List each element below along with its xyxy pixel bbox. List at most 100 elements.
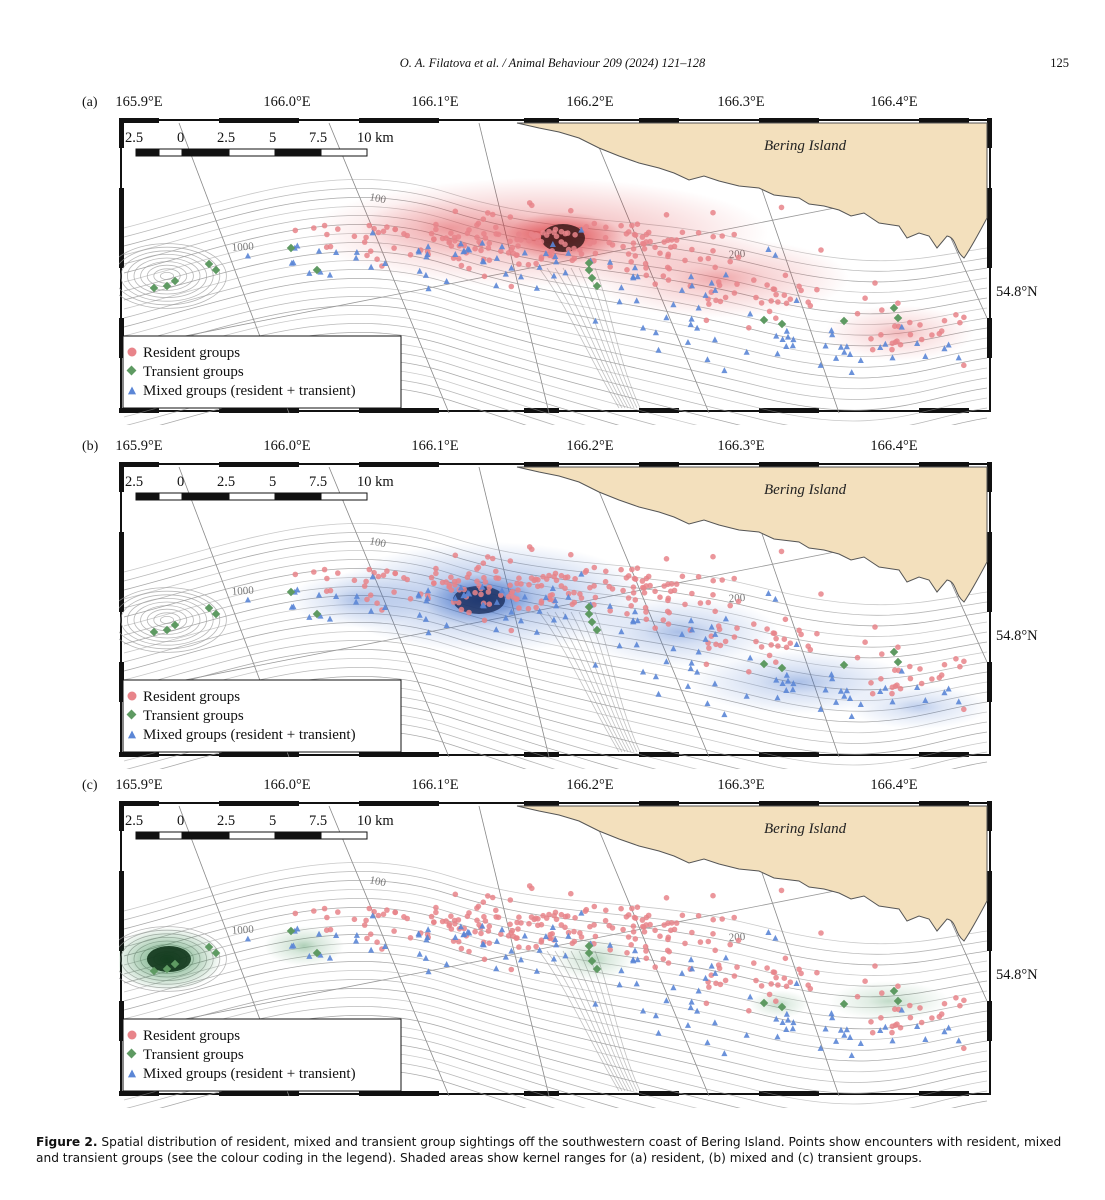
resident-sighting-point <box>380 572 387 579</box>
resident-sighting-point <box>703 317 710 324</box>
resident-sighting-point <box>493 907 499 914</box>
mixed-sighting-point <box>783 327 790 334</box>
resident-sighting-point <box>538 921 545 928</box>
mixed-sighting-point <box>634 273 641 280</box>
mixed-sighting-point <box>416 267 423 274</box>
resident-sighting-point <box>869 690 876 697</box>
resident-sighting-point <box>572 232 578 238</box>
resident-sighting-point <box>766 991 773 998</box>
scale-bar-label: 2.5 <box>125 474 143 490</box>
resident-sighting-point <box>466 265 472 272</box>
resident-sighting-point <box>448 587 455 593</box>
resident-sighting-point <box>663 895 670 901</box>
resident-sighting-point <box>894 338 900 344</box>
mixed-sighting-point <box>353 592 360 599</box>
resident-sighting-point <box>953 656 959 662</box>
resident-sighting-point <box>634 565 641 571</box>
resident-sighting-point <box>452 208 459 215</box>
resident-sighting-point <box>918 680 925 687</box>
resident-sighting-point <box>380 911 387 918</box>
resident-sighting-point <box>766 652 773 659</box>
mixed-sighting-point <box>688 626 696 633</box>
resident-sighting-point <box>716 965 723 972</box>
resident-sighting-point <box>645 229 652 236</box>
mixed-sighting-point <box>552 597 559 604</box>
map-frame: Bering Island 1000 100 200 2.5 0 2.5 5 7.5 10 km R… <box>119 801 992 1108</box>
resident-sighting-point <box>665 597 671 604</box>
resident-sighting-point <box>652 964 658 970</box>
mixed-sighting-point <box>712 630 719 637</box>
resident-sighting-point <box>591 922 597 928</box>
resident-sighting-point <box>366 566 373 573</box>
mixed-sighting-point <box>670 301 677 308</box>
resident-sighting-point <box>623 914 630 920</box>
resident-sighting-point <box>493 224 499 231</box>
longitude-tick-label: 166.1°E <box>411 777 459 793</box>
resident-sighting-point <box>472 589 478 596</box>
resident-sighting-point <box>917 666 923 672</box>
resident-sighting-point <box>879 990 885 996</box>
resident-sighting-point <box>957 319 963 326</box>
mixed-sighting-point <box>640 668 647 675</box>
resident-sighting-point <box>535 577 541 583</box>
resident-sighting-point <box>571 928 577 935</box>
mixed-sighting-point <box>630 273 637 280</box>
resident-sighting-point <box>455 599 462 606</box>
resident-sighting-point <box>624 611 630 617</box>
resident-sighting-point <box>603 224 609 231</box>
resident-sighting-point <box>798 287 804 294</box>
resident-sighting-point <box>710 916 716 923</box>
resident-sighting-point <box>917 322 923 328</box>
mixed-sighting-point <box>553 258 560 265</box>
resident-sighting-point <box>551 573 557 580</box>
mixed-sighting-point <box>941 689 948 696</box>
mixed-sighting-point <box>536 607 543 614</box>
mixed-sighting-point <box>631 608 639 615</box>
mixed-sighting-point <box>695 648 702 655</box>
mixed-sighting-point <box>549 240 556 247</box>
mixed-sighting-point <box>822 342 829 349</box>
map-panel-3: (c) 165.9°E 166.0°E 166.1°E 166.2°E 166.3°E 16… <box>76 775 1038 1120</box>
mixed-sighting-point <box>452 595 459 601</box>
resident-sighting-point <box>448 913 454 919</box>
resident-sighting-point <box>773 659 779 665</box>
resident-sighting-point <box>753 294 759 301</box>
resident-sighting-point <box>641 246 648 252</box>
mixed-sighting-point <box>517 273 525 280</box>
resident-sighting-point <box>515 587 521 593</box>
mixed-sighting-point <box>765 589 772 596</box>
scale-bar-label: 5 <box>269 813 276 829</box>
resident-sighting-point <box>938 672 945 678</box>
resident-sighting-point <box>657 933 663 939</box>
resident-sighting-point <box>587 584 593 591</box>
resident-sighting-point <box>335 570 341 576</box>
panel-label: (c) <box>82 778 98 793</box>
longitude-tick-label: 166.4°E <box>870 94 918 110</box>
transient-sighting-point <box>312 948 322 958</box>
resident-sighting-point <box>363 234 369 241</box>
resident-sighting-point <box>474 222 480 228</box>
mixed-sighting-point <box>945 685 952 692</box>
resident-sighting-point <box>478 247 484 254</box>
mixed-sighting-point <box>652 1012 659 1019</box>
resident-sighting-point <box>391 928 397 934</box>
resident-sighting-point <box>727 602 733 609</box>
resident-sighting-point <box>466 948 472 955</box>
resident-sighting-point <box>854 993 861 1000</box>
mixed-sighting-point <box>502 270 509 277</box>
legend-resident-marker <box>127 1030 137 1040</box>
resident-sighting-point <box>515 926 521 932</box>
mixed-sighting-point <box>914 340 921 347</box>
resident-sighting-point <box>673 237 680 243</box>
mixed-sighting-point <box>688 659 695 666</box>
mixed-sighting-point <box>841 348 848 355</box>
resident-sighting-point <box>894 1021 900 1027</box>
resident-sighting-point <box>668 581 675 587</box>
resident-sighting-point <box>569 940 576 947</box>
resident-sighting-point <box>869 346 876 353</box>
mixed-sighting-point <box>857 1040 864 1047</box>
resident-sighting-point <box>493 914 500 920</box>
resident-sighting-point <box>862 978 868 984</box>
mixed-sighting-point <box>457 584 464 591</box>
resident-sighting-point <box>431 919 437 926</box>
